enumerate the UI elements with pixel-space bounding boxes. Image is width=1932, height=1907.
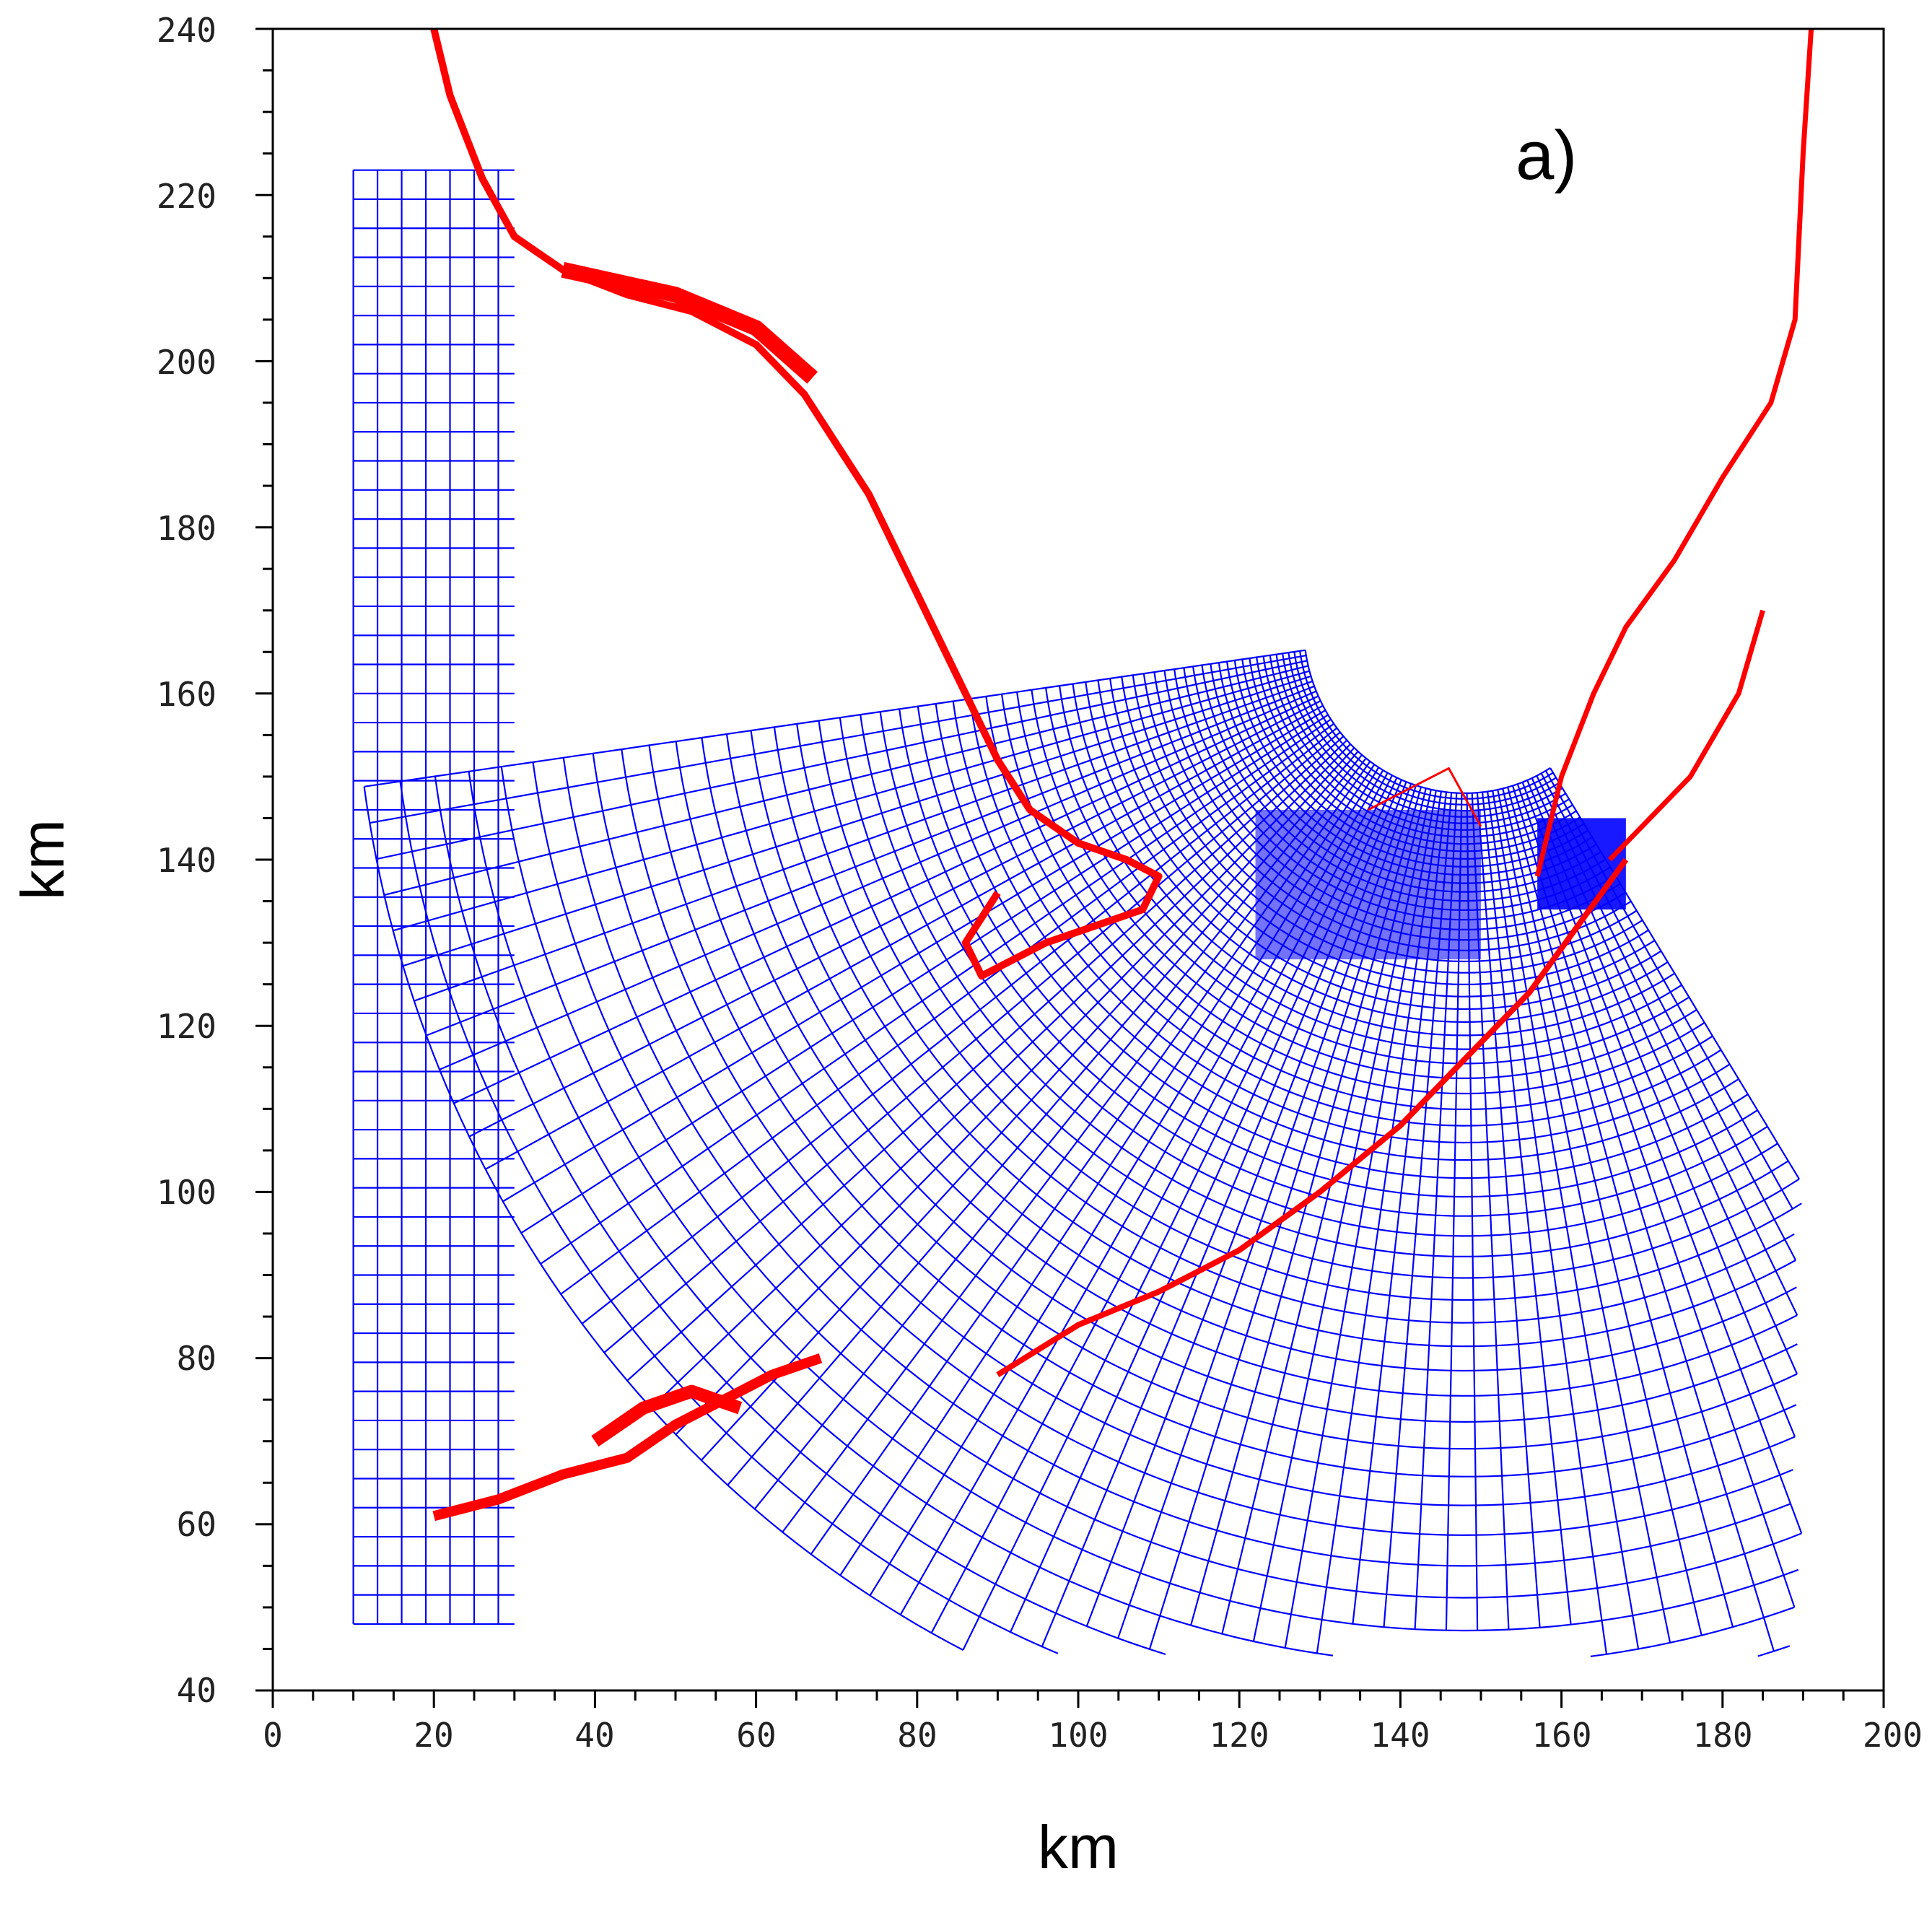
mesh-line <box>1590 1606 1795 1657</box>
mesh-line <box>1476 793 1541 1628</box>
mesh-line <box>1544 770 1793 1210</box>
mesh-line <box>1492 790 1640 1649</box>
mesh-line <box>753 754 1363 1510</box>
mesh-line <box>393 670 1310 932</box>
mesh-line <box>403 675 1311 967</box>
mesh-line <box>453 695 1319 1104</box>
mesh-line <box>1516 783 1796 1608</box>
x-tick-label: 40 <box>574 1716 614 1755</box>
mesh-line <box>581 727 1338 1325</box>
mesh-line <box>621 749 1796 1506</box>
mesh-line <box>376 660 1308 860</box>
x-tick-label: 0 <box>263 1716 283 1755</box>
x-tick-label: 20 <box>414 1716 453 1755</box>
coastline-features <box>430 29 1814 1522</box>
mesh-line <box>485 704 1324 1170</box>
x-tick-label: 80 <box>897 1716 937 1755</box>
x-tick-label: 140 <box>1370 1716 1430 1755</box>
y-tick-label: 140 <box>157 841 217 880</box>
coastline-east-islands <box>1608 609 1765 862</box>
plot-frame <box>271 27 1885 1692</box>
mesh-line <box>1507 787 1734 1628</box>
mesh-line <box>675 743 1351 1436</box>
y-tick-label: 180 <box>157 509 217 548</box>
x-tick-label: 200 <box>1863 1716 1923 1755</box>
reef-cluster <box>591 1384 743 1447</box>
mesh-line <box>700 747 1355 1461</box>
mesh-line <box>796 723 1795 1324</box>
coastline-east <box>1534 29 1814 877</box>
mesh-line <box>468 700 1321 1138</box>
mesh-line <box>626 736 1345 1382</box>
mesh-line <box>1304 650 1551 794</box>
y-tick-label: 100 <box>157 1173 217 1212</box>
mesh-line <box>1497 789 1671 1644</box>
mesh-line <box>782 757 1367 1533</box>
mesh-line <box>1293 651 1557 806</box>
mesh-line <box>540 718 1332 1265</box>
mesh-line <box>500 767 1799 1632</box>
y-tick-label: 80 <box>177 1339 217 1378</box>
boundary-outline <box>1368 767 1482 827</box>
x-axis-title: km <box>1038 1813 1119 1881</box>
mesh-line <box>468 771 1334 1657</box>
axis-ticks <box>255 27 1885 1708</box>
mesh-line <box>650 739 1348 1409</box>
mesh-line <box>1549 767 1800 1179</box>
mesh-line <box>370 655 1306 824</box>
refined-mesh-patch <box>1255 809 1481 960</box>
x-tick-labels: 0 20 40 60 80 100 120 140 160 180 200 <box>263 1716 1923 1755</box>
mesh-line <box>439 690 1317 1070</box>
mesh-line <box>1511 785 1775 1651</box>
mesh-line <box>648 745 1797 1478</box>
y-tick-labels: 40 60 80 100 120 140 160 180 200 220 240 <box>157 11 217 1710</box>
x-tick-label: 180 <box>1692 1716 1752 1755</box>
mesh-line <box>592 753 1793 1536</box>
mesh-line <box>520 714 1329 1234</box>
mesh-line <box>1502 788 1702 1636</box>
x-tick-label: 160 <box>1531 1716 1591 1755</box>
mesh-line <box>414 680 1314 1002</box>
island-chain <box>996 858 1629 1378</box>
mesh-line <box>426 685 1315 1037</box>
y-tick-label: 240 <box>157 11 217 50</box>
mesh-line <box>502 710 1326 1203</box>
panel-label: a) <box>1516 117 1577 194</box>
reef-cluster <box>432 1353 823 1522</box>
mesh-line <box>399 781 1059 1654</box>
mesh-line <box>1299 650 1554 800</box>
refined-mesh-patch <box>1537 818 1626 910</box>
x-tick-label: 100 <box>1048 1716 1108 1755</box>
mesh-line <box>818 720 1802 1301</box>
coastline-shallow-band <box>561 262 818 384</box>
y-tick-label: 220 <box>157 177 217 216</box>
mesh-line <box>603 731 1341 1353</box>
mesh-line <box>1540 772 1797 1261</box>
y-tick-label: 200 <box>157 343 217 382</box>
mesh-line <box>750 730 1797 1372</box>
mesh-line <box>560 723 1334 1295</box>
y-tick-label: 160 <box>157 675 217 714</box>
y-tick-label: 40 <box>177 1671 217 1710</box>
y-axis-title: km <box>9 819 77 900</box>
mesh-line <box>727 751 1359 1486</box>
y-tick-label: 60 <box>177 1505 217 1544</box>
mesh-line <box>364 649 1306 787</box>
y-tick-label: 120 <box>157 1007 217 1046</box>
mesh-line <box>701 737 1798 1423</box>
mesh-line <box>1481 792 1572 1625</box>
mesh-line <box>1487 791 1608 1654</box>
x-tick-label: 120 <box>1209 1716 1269 1755</box>
mesh-line <box>384 665 1308 896</box>
mesh-line <box>434 776 1166 1655</box>
x-tick-label: 60 <box>736 1716 776 1755</box>
